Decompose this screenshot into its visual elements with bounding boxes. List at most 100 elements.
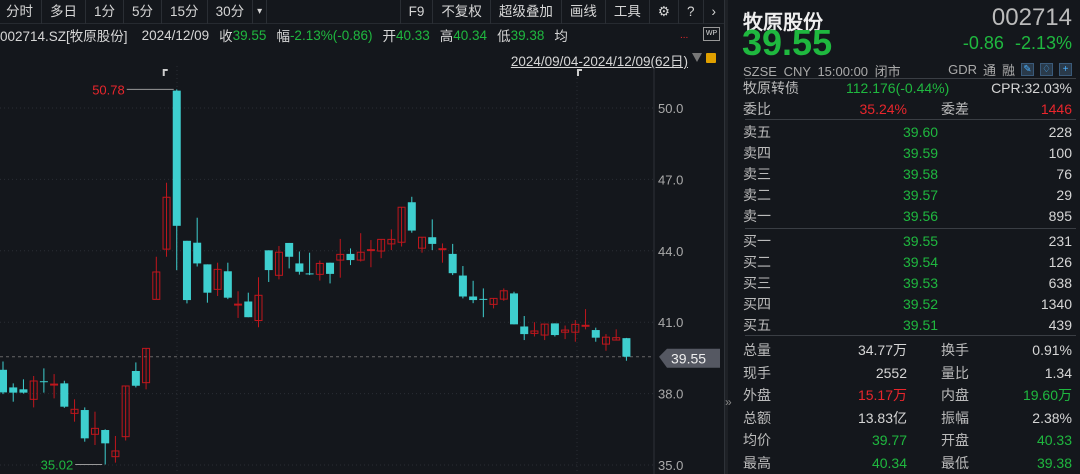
candle-body-up (336, 253, 345, 261)
bid-label: 买五 (743, 317, 771, 333)
ratio-diff-value: 1446 (1040, 101, 1072, 117)
more-periods-icon[interactable]: ▾ (253, 0, 268, 24)
bid-volume: 1340 (1040, 296, 1072, 312)
wp-icon[interactable]: WP (703, 27, 720, 41)
edit-icon[interactable]: ✎ (1021, 63, 1034, 76)
currency: CNY (783, 64, 811, 79)
gear-icon[interactable]: ⚙ (650, 0, 679, 24)
stat-label: 总量 (743, 342, 771, 358)
tab-30min[interactable]: 30分 (208, 0, 254, 24)
candle-body-up (213, 268, 222, 290)
ratio-label: 委比 (743, 101, 771, 117)
ask-label: 卖五 (743, 124, 771, 140)
bid-price: 39.55 (903, 233, 939, 249)
panel-divider[interactable] (724, 0, 728, 474)
bid-row[interactable]: 买五 39.51 439 (743, 315, 1072, 336)
tab-15min[interactable]: 15分 (162, 0, 208, 24)
ask-volume: 100 (1048, 145, 1072, 161)
tab-1min[interactable]: 1分 (86, 0, 125, 24)
candle-body-down (80, 410, 89, 439)
ask-row[interactable]: 卖五 39.60 228 (743, 122, 1072, 143)
low-label: 低 (497, 29, 511, 44)
bid-volume: 638 (1048, 275, 1072, 291)
y-tick-label: 44.0 (658, 244, 683, 259)
stat-label: 内盘 (941, 387, 969, 404)
candle-body-up (377, 238, 386, 252)
more-dots-icon[interactable]: ... (680, 30, 689, 41)
candle-body-up (254, 294, 263, 322)
dropdown-triangle-icon[interactable] (692, 53, 702, 62)
tong-tag: 通 (982, 63, 996, 78)
ask-row[interactable]: 卖三 39.58 76 (743, 164, 1072, 185)
tools-button[interactable]: 工具 (606, 0, 650, 24)
ask-row[interactable]: 卖一 39.56 895 (743, 206, 1072, 227)
candle-body-up (571, 323, 580, 333)
change-value: -0.86 (962, 33, 1004, 53)
stats-row: 最高 40.34 最低 39.38 (743, 453, 1072, 474)
chevron-right-icon[interactable]: › (711, 3, 717, 19)
candle-body-down (172, 90, 181, 226)
candle-body-down (39, 381, 48, 383)
bid-row[interactable]: 买四 39.52 1340 (743, 294, 1072, 315)
bond-cpr: CPR:32.03% (991, 80, 1072, 96)
candle-body-down (428, 237, 437, 244)
ratio-value: 35.24% (859, 101, 907, 117)
high-label: 高 (439, 29, 454, 44)
ask-price: 39.56 (903, 208, 939, 224)
candle-body-up (234, 303, 243, 306)
ratio-diff-label: 委差 (941, 101, 969, 117)
expand-icon[interactable]: » (725, 395, 732, 409)
max-price-label: 50.78 (92, 82, 125, 97)
marker-flag-icon (162, 69, 168, 76)
candle-body-down (295, 263, 304, 272)
stats-row: 外盘 15.17万 内盘 19.60万 (743, 385, 1072, 406)
ask-label: 卖一 (743, 208, 771, 224)
tab-intraday[interactable]: 分时 (0, 0, 42, 24)
candle-body-down (60, 383, 69, 407)
candle-body-down (550, 323, 559, 336)
change-pct: -2.13% (1014, 33, 1072, 53)
candlestick-chart[interactable]: 50.0 47.0 44.0 41.0 38.0 35.0 39.55 50.78 35.02 (0, 66, 724, 474)
stat-label: 量比 (941, 364, 969, 381)
symbol-label: 002714.SZ[牧原股份] (0, 29, 128, 44)
candle-body-down (131, 370, 140, 386)
no-adjust-button[interactable]: 不复权 (433, 0, 491, 24)
bid-row[interactable]: 买三 39.53 638 (743, 273, 1072, 294)
bid-row[interactable]: 买一 39.55 231 (743, 231, 1072, 252)
candle-body-up (356, 251, 365, 261)
y-tick-label: 47.0 (658, 172, 683, 187)
f9-button[interactable]: F9 (399, 0, 434, 24)
bond-row[interactable]: 牧原转债 112.176(-0.44%) CPR:32.03% (743, 78, 1072, 99)
gdr-tag[interactable]: GDR (948, 62, 977, 77)
lock-icon[interactable] (706, 53, 716, 63)
candle-body-down (101, 430, 110, 444)
stat-value: 0.91% (1032, 342, 1072, 358)
candle-body-down (19, 389, 28, 393)
ask-price: 39.60 (903, 124, 939, 140)
bid-volume: 439 (1048, 317, 1072, 333)
quote-panel: 牧原股份 002714 39.55 -0.86 -2.13% SZSE CNY … (728, 0, 1080, 474)
help-icon[interactable]: ? (679, 0, 704, 24)
close-label: 收 (219, 29, 233, 44)
bell-icon[interactable]: ♢ (1040, 63, 1053, 76)
date-range-link[interactable]: 2024/09/04-2024/12/09(62日) (510, 54, 688, 69)
candle-body-up (121, 385, 130, 438)
ask-row[interactable]: 卖二 39.57 29 (743, 185, 1072, 206)
candle-body-up (162, 196, 171, 250)
candle-body-down (407, 202, 416, 231)
candle-body-down (244, 301, 253, 318)
last-price-tag (659, 348, 720, 368)
bond-value: 112.176(-0.44%) (846, 80, 950, 96)
ask-label: 卖二 (743, 187, 771, 203)
ask-row[interactable]: 卖四 39.59 100 (743, 143, 1072, 164)
candle-body-down (469, 296, 478, 301)
divider (745, 335, 1076, 336)
bid-row[interactable]: 买二 39.54 126 (743, 252, 1072, 273)
add-icon[interactable]: + (1059, 63, 1072, 76)
overlay-button[interactable]: 超级叠加 (491, 0, 562, 24)
tab-multiday[interactable]: 多日 (42, 0, 86, 24)
stock-name: 牧原股份 (743, 12, 823, 34)
draw-button[interactable]: 画线 (562, 0, 606, 24)
stat-value: 2.38% (1032, 409, 1072, 426)
tab-5min[interactable]: 5分 (124, 0, 163, 24)
